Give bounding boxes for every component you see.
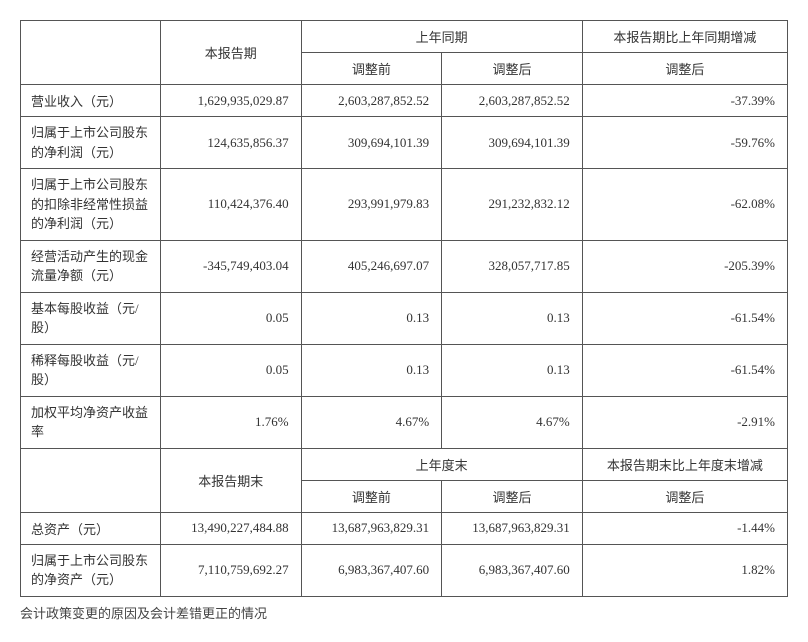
header-change-2: 本报告期末比上年度末增减 [582, 448, 787, 480]
cell: 309,694,101.39 [301, 117, 442, 169]
cell: 4.67% [442, 396, 583, 448]
cell: 6,983,367,407.60 [442, 544, 583, 596]
cell: 13,687,963,829.31 [301, 512, 442, 544]
table-row: 总资产（元） 13,490,227,484.88 13,687,963,829.… [21, 512, 788, 544]
cell: 110,424,376.40 [161, 169, 302, 241]
table-row: 营业收入（元） 1,629,935,029.87 2,603,287,852.5… [21, 85, 788, 117]
cell: 13,490,227,484.88 [161, 512, 302, 544]
table-row: 归属于上市公司股东的扣除非经常性损益的净利润（元） 110,424,376.40… [21, 169, 788, 241]
header-period-end: 本报告期末 [161, 448, 302, 512]
cell: 293,991,979.83 [301, 169, 442, 241]
cell: 2,603,287,852.52 [442, 85, 583, 117]
cell: 2,603,287,852.52 [301, 85, 442, 117]
cell: -1.44% [582, 512, 787, 544]
table-row: 稀释每股收益（元/股） 0.05 0.13 0.13 -61.54% [21, 344, 788, 396]
cell: 1,629,935,029.87 [161, 85, 302, 117]
cell: -345,749,403.04 [161, 240, 302, 292]
table-row: 归属于上市公司股东的净资产（元） 7,110,759,692.27 6,983,… [21, 544, 788, 596]
cell: 0.05 [161, 344, 302, 396]
cell: 0.13 [301, 344, 442, 396]
cell: 1.76% [161, 396, 302, 448]
subheader-after-adj-2: 调整后 [582, 53, 787, 85]
subheader-after-adj: 调整后 [442, 53, 583, 85]
header-empty-2 [21, 448, 161, 512]
table-row: 归属于上市公司股东的净利润（元） 124,635,856.37 309,694,… [21, 117, 788, 169]
header-prior-year-end: 上年度末 [301, 448, 582, 480]
table-row: 基本每股收益（元/股） 0.05 0.13 0.13 -61.54% [21, 292, 788, 344]
cell: 7,110,759,692.27 [161, 544, 302, 596]
row-label: 基本每股收益（元/股） [21, 292, 161, 344]
subheader-after-adj-4: 调整后 [582, 480, 787, 512]
row-label: 归属于上市公司股东的净利润（元） [21, 117, 161, 169]
cell: -37.39% [582, 85, 787, 117]
cell: 1.82% [582, 544, 787, 596]
row-label: 经营活动产生的现金流量净额（元） [21, 240, 161, 292]
subheader-after-adj-3: 调整后 [442, 480, 583, 512]
row-label: 总资产（元） [21, 512, 161, 544]
cell: 309,694,101.39 [442, 117, 583, 169]
row-label: 加权平均净资产收益率 [21, 396, 161, 448]
cell: 405,246,697.07 [301, 240, 442, 292]
cell: 0.13 [442, 292, 583, 344]
cell: 0.13 [442, 344, 583, 396]
cell: 6,983,367,407.60 [301, 544, 442, 596]
row-label: 稀释每股收益（元/股） [21, 344, 161, 396]
cell: -62.08% [582, 169, 787, 241]
subheader-before-adj-2: 调整前 [301, 480, 442, 512]
row-label: 归属于上市公司股东的净资产（元） [21, 544, 161, 596]
table-row: 加权平均净资产收益率 1.76% 4.67% 4.67% -2.91% [21, 396, 788, 448]
cell: -61.54% [582, 292, 787, 344]
subheader-before-adj: 调整前 [301, 53, 442, 85]
cell: -2.91% [582, 396, 787, 448]
cell: 124,635,856.37 [161, 117, 302, 169]
row-label: 营业收入（元） [21, 85, 161, 117]
cell: -205.39% [582, 240, 787, 292]
row-label: 归属于上市公司股东的扣除非经常性损益的净利润（元） [21, 169, 161, 241]
header-prior-period: 上年同期 [301, 21, 582, 53]
footnote: 会计政策变更的原因及会计差错更正的情况 [20, 603, 788, 622]
cell: 0.13 [301, 292, 442, 344]
cell: 4.67% [301, 396, 442, 448]
cell: 291,232,832.12 [442, 169, 583, 241]
cell: 0.05 [161, 292, 302, 344]
table-row: 经营活动产生的现金流量净额（元） -345,749,403.04 405,246… [21, 240, 788, 292]
cell: 13,687,963,829.31 [442, 512, 583, 544]
cell: 328,057,717.85 [442, 240, 583, 292]
cell: -59.76% [582, 117, 787, 169]
header-current-period: 本报告期 [161, 21, 302, 85]
cell: -61.54% [582, 344, 787, 396]
header-change: 本报告期比上年同期增减 [582, 21, 787, 53]
financial-table: 本报告期 上年同期 本报告期比上年同期增减 调整前 调整后 调整后 营业收入（元… [20, 20, 788, 597]
header-empty [21, 21, 161, 85]
